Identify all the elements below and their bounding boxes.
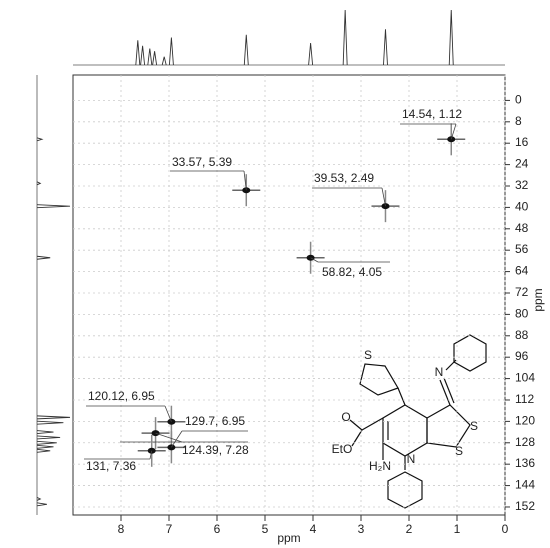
peak-label: 14.54, 1.12 — [402, 107, 462, 121]
atom-label: O — [341, 410, 350, 424]
left-projection-peak — [36, 255, 51, 260]
x-axis-label: ppm — [277, 531, 300, 545]
top-projection-peak — [168, 37, 174, 66]
left-projection-peak — [36, 204, 71, 209]
top-projection-peak — [383, 29, 388, 66]
label-leader — [381, 187, 386, 207]
peak-label: 39.53, 2.49 — [314, 171, 374, 185]
label-leader — [149, 450, 153, 460]
x-tick-label: 2 — [406, 522, 413, 536]
y-tick-label: 120 — [515, 413, 535, 427]
atom-label: H₂N — [369, 459, 391, 473]
left-projection-peak — [36, 430, 54, 435]
y-tick-label: 56 — [515, 242, 529, 256]
x-tick-label: 4 — [310, 522, 317, 536]
y-tick-label: 32 — [515, 178, 529, 192]
x-tick-label: 0 — [502, 522, 509, 536]
label-leader — [243, 170, 247, 191]
left-projection-peak — [36, 181, 42, 186]
y-tick-label: 96 — [515, 349, 529, 363]
top-projection-peak — [308, 42, 314, 66]
top-projection-peak — [135, 40, 141, 66]
y-tick-label: 72 — [515, 285, 529, 299]
atom-label: EtO — [332, 442, 353, 456]
bond — [443, 377, 455, 404]
left-projection-peak — [36, 448, 51, 453]
y-tick-label: 152 — [515, 499, 535, 513]
x-tick-label: 8 — [118, 522, 125, 536]
x-tick-label: 5 — [262, 522, 269, 536]
y-tick-label: 24 — [515, 157, 529, 171]
x-tick-label: 7 — [166, 522, 173, 536]
y-tick-label: 88 — [515, 328, 529, 342]
peak-label: 124.39, 7.28 — [182, 443, 249, 457]
left-projection-peak — [36, 497, 42, 501]
label-leader — [171, 430, 183, 448]
y-tick-label: 8 — [515, 114, 522, 128]
y-axis-label: ppm — [531, 288, 545, 311]
peak-label: 120.12, 6.95 — [88, 389, 155, 403]
x-tick-label: 3 — [358, 522, 365, 536]
label-leader — [310, 257, 319, 263]
atom-label: S — [470, 419, 478, 433]
y-tick-label: 104 — [515, 371, 535, 385]
atom-label: N — [435, 365, 444, 379]
y-tick-label: 64 — [515, 264, 529, 278]
peak-label: 58.82, 4.05 — [322, 265, 382, 279]
left-projection-peak — [36, 415, 71, 420]
y-tick-label: 112 — [515, 392, 534, 406]
peak-label: 129.7, 6.95 — [185, 414, 245, 428]
ring — [453, 334, 487, 372]
y-tick-label: 128 — [515, 435, 535, 449]
atom-label: N — [407, 452, 416, 466]
label-leader — [155, 432, 183, 443]
peak-label: 33.57, 5.39 — [172, 155, 232, 169]
left-projection-peak — [36, 137, 44, 142]
y-tick-label: 40 — [515, 199, 529, 213]
left-projection-peak — [36, 420, 64, 425]
top-projection-peak — [161, 56, 167, 66]
top-projection-peak — [243, 34, 249, 66]
left-projection-peak — [36, 435, 61, 440]
top-projection-peak — [342, 9, 348, 66]
y-tick-label: 144 — [515, 478, 535, 492]
x-tick-label: 6 — [214, 522, 221, 536]
y-tick-label: 80 — [515, 306, 529, 320]
bond — [361, 417, 384, 431]
ring — [387, 471, 423, 509]
top-projection-peak — [140, 45, 146, 66]
peak-label: 131, 7.36 — [86, 459, 136, 473]
left-projection-peak — [36, 440, 57, 445]
left-projection-peak — [36, 444, 54, 449]
label-leader — [164, 405, 172, 422]
ring — [359, 363, 399, 396]
y-tick-label: 48 — [515, 221, 529, 235]
bond — [397, 387, 406, 406]
top-projection-peak — [448, 9, 454, 66]
x-tick-label: 1 — [454, 522, 461, 536]
y-tick-label: 16 — [515, 135, 529, 149]
structure: S S S N N O EtO H₂N — [332, 334, 487, 509]
bond — [351, 429, 363, 447]
bond — [439, 379, 451, 406]
bond — [382, 404, 428, 457]
atom-label: S — [364, 348, 372, 362]
bond — [426, 404, 471, 448]
y-tick-label: 136 — [515, 456, 535, 470]
top-projection-peak — [147, 48, 153, 66]
atom-label: S — [455, 444, 463, 458]
bond — [349, 419, 363, 431]
top-projection-peak — [152, 51, 158, 66]
left-projection-peak — [36, 502, 47, 507]
y-tick-label: 0 — [515, 92, 522, 106]
plot-frame — [72, 74, 506, 516]
label-leader — [450, 123, 457, 140]
